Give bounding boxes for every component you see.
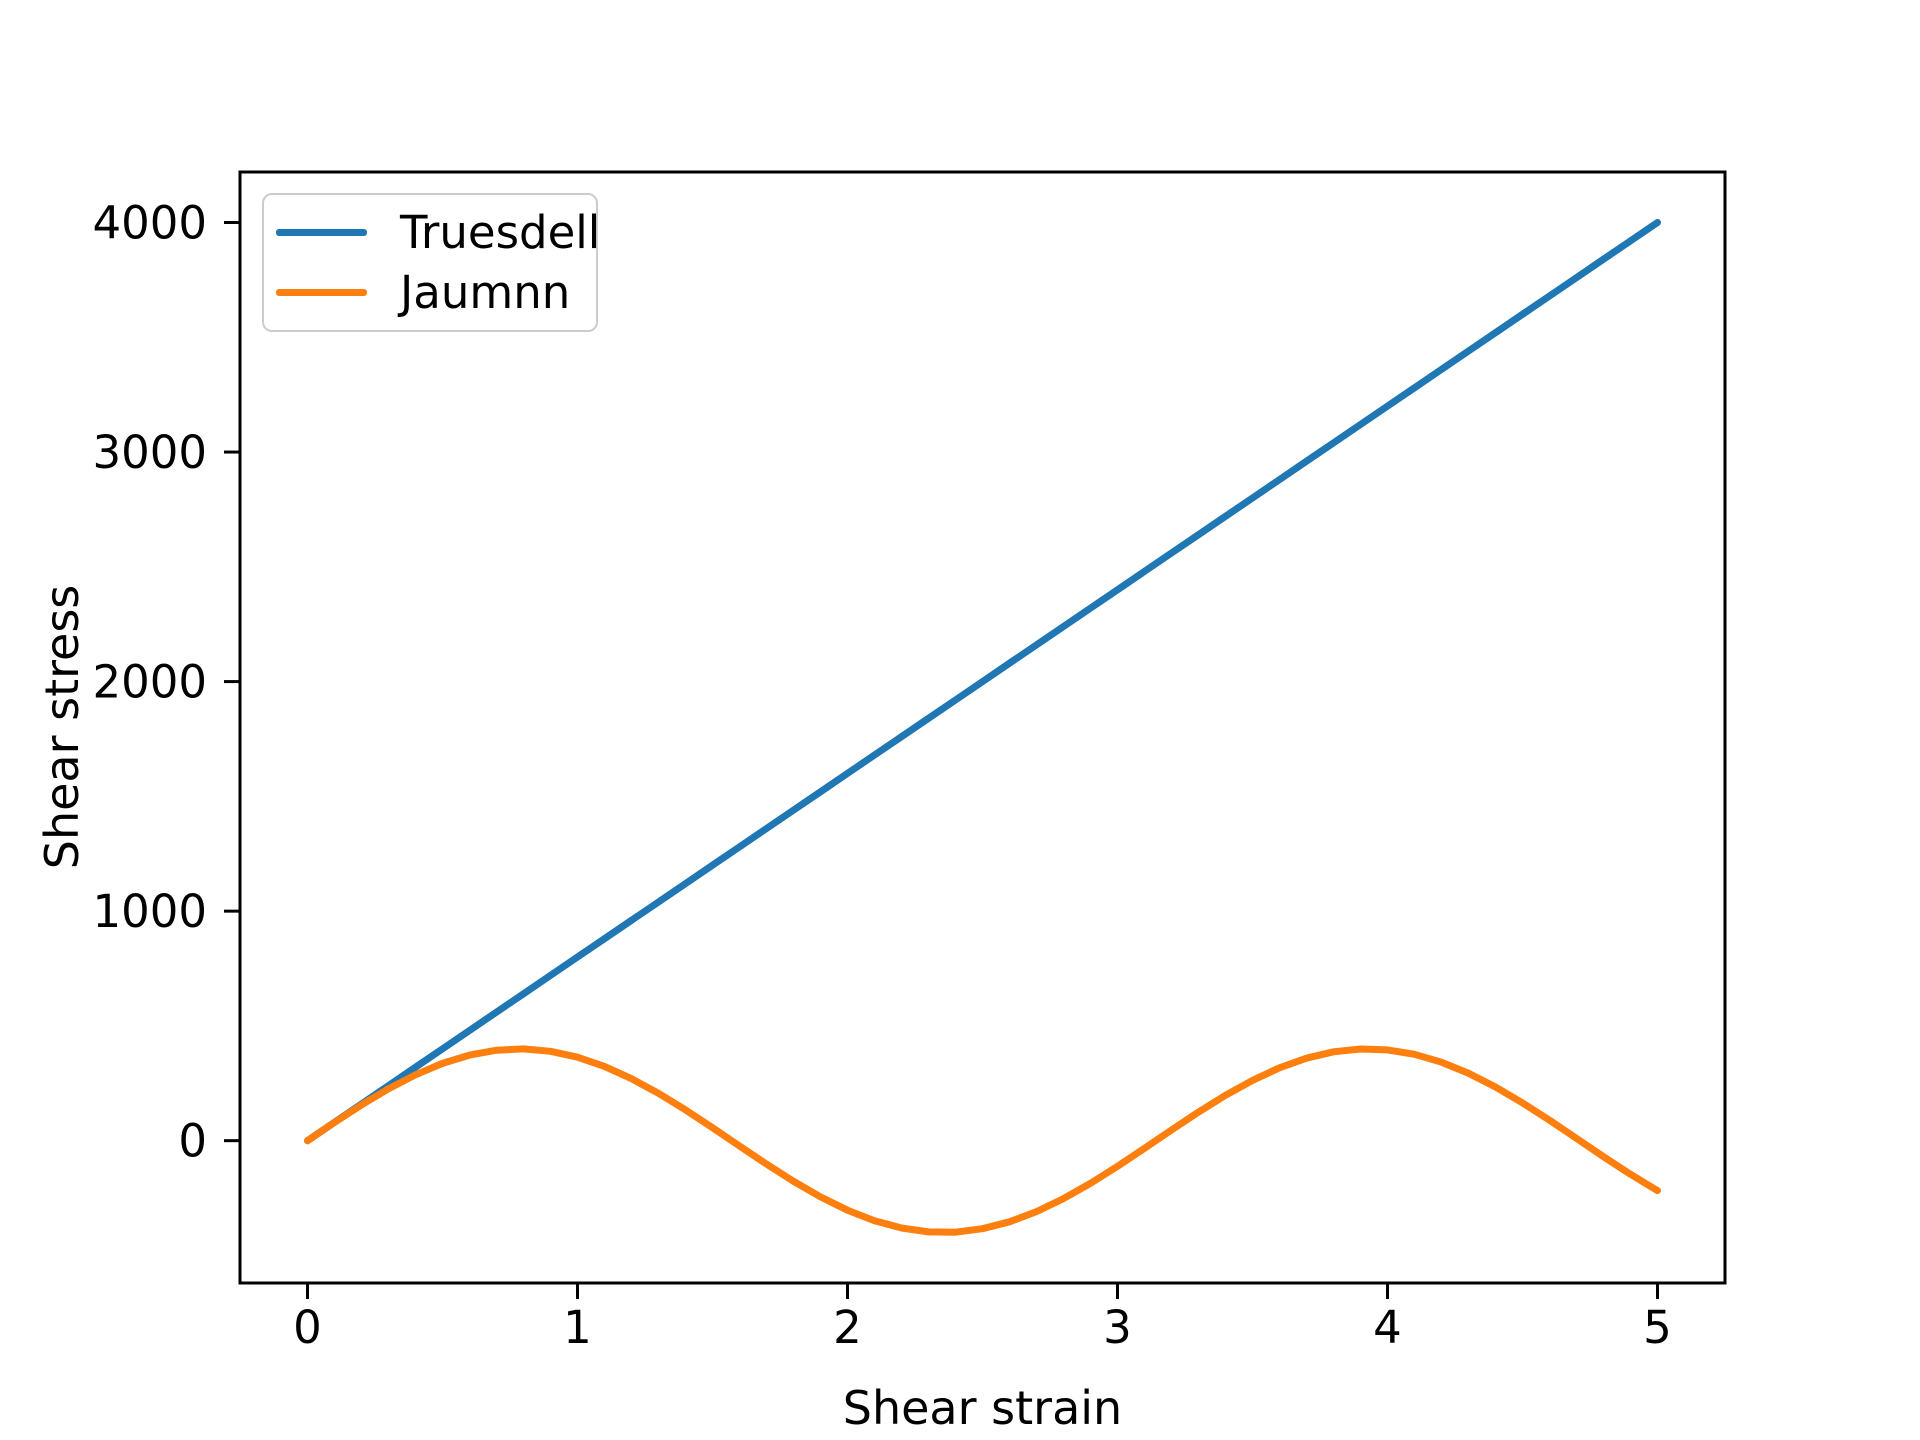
series-line-truesdell [304, 219, 1661, 1145]
legend-label-truesdell: Truesdell [400, 206, 601, 259]
legend: Truesdell Jaumnn [262, 193, 600, 332]
axes-spines [238, 170, 1727, 1285]
x-tick-label: 1 [563, 1301, 592, 1354]
x-tick-label: 4 [1373, 1301, 1402, 1354]
legend-line-sample-jaumnn [276, 288, 367, 296]
legend-entry-jaumnn: Jaumnn [276, 265, 596, 319]
y-tick-label: 0 [178, 1115, 207, 1168]
y-tick-label: 3000 [92, 426, 207, 479]
legend-line-sample-truesdell [276, 229, 367, 237]
legend-label-jaumnn: Jaumnn [400, 265, 571, 319]
y-tick-label: 4000 [92, 197, 207, 250]
series-line-jaumnn [304, 1045, 1661, 1236]
x-tick-label: 0 [293, 1301, 322, 1354]
y-tick-label: 2000 [92, 656, 207, 709]
legend-entry-truesdell: Truesdell [276, 208, 600, 258]
x-tick-label: 3 [1103, 1301, 1132, 1354]
y-tick-label: 1000 [92, 885, 207, 938]
x-tick-label: 5 [1643, 1301, 1672, 1354]
x-axis-label: Shear strain [842, 1381, 1123, 1435]
x-tick-label: 2 [833, 1301, 862, 1354]
y-axis-label: Shear stress [35, 584, 89, 870]
